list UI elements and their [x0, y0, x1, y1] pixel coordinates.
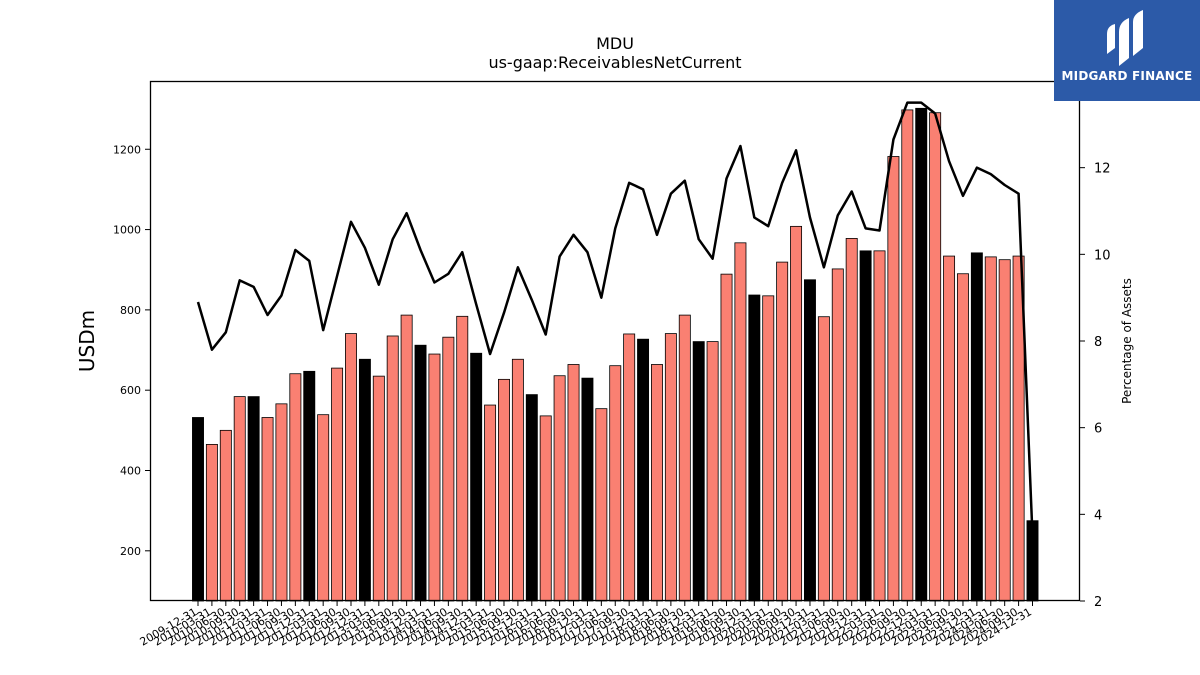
y-tick-label: 800 — [120, 304, 141, 317]
bar-2015-09-30 — [511, 358, 524, 602]
y2-tick-label: 6 — [1094, 422, 1102, 437]
bar-2012-09-30 — [345, 333, 357, 602]
bar-2014-03-31 — [428, 353, 441, 602]
y-tick-label: 400 — [120, 464, 141, 477]
bar-2022-12-31 — [915, 107, 928, 602]
bar-2019-06-30 — [720, 273, 733, 602]
bar-2017-09-30 — [623, 333, 636, 602]
bar-2024-03-31 — [984, 256, 997, 602]
bar-2018-03-31 — [651, 364, 663, 602]
bar-2024-06-30 — [998, 259, 1011, 602]
bar-2011-09-30 — [289, 373, 302, 602]
bar-2016-03-31 — [539, 415, 552, 602]
bar-2015-03-31 — [484, 404, 497, 602]
bar-2013-03-31 — [372, 375, 385, 602]
y2-tick-label: 4 — [1094, 508, 1102, 523]
bar-2017-03-31 — [595, 408, 608, 602]
bar-2021-03-31 — [817, 316, 830, 602]
bar-2022-09-30 — [901, 109, 914, 602]
bar-2011-06-30 — [275, 403, 288, 602]
bar-2020-06-30 — [776, 261, 789, 602]
bar-2013-06-30 — [386, 335, 399, 602]
bar-2023-03-31 — [929, 112, 942, 602]
y2-tick-label: 10 — [1094, 248, 1111, 263]
bar-2017-06-30 — [609, 365, 622, 602]
bar-2021-06-30 — [831, 268, 844, 602]
bar-2020-09-30 — [790, 225, 803, 602]
bar-2017-12-31 — [637, 338, 650, 602]
bar-2015-06-30 — [498, 378, 510, 602]
y2-tick-label: 2 — [1094, 595, 1102, 610]
y-axis-left: 200 400 600 800 1000 1200 — [113, 143, 150, 558]
y-tick-label: 600 — [120, 384, 141, 397]
chart-subtitle: us-gaap:ReceivablesNetCurrent — [488, 53, 741, 72]
bar-2012-03-31 — [317, 414, 330, 602]
bar-2020-03-31 — [762, 295, 775, 602]
bar-2016-09-30 — [567, 364, 580, 602]
bar-2013-12-31 — [414, 344, 427, 602]
bar-2019-09-30 — [734, 242, 747, 602]
y-tick-label: 200 — [120, 545, 141, 558]
bar-2020-12-31 — [804, 279, 816, 602]
bar-2014-09-30 — [456, 315, 469, 602]
bar-2019-12-31 — [748, 294, 761, 602]
bar-2011-12-31 — [303, 370, 316, 602]
chart-title: MDU — [596, 34, 634, 53]
bar-2010-09-30 — [233, 396, 246, 602]
bar-2021-09-30 — [845, 238, 858, 602]
brand-logo: MIDGARD FINANCE — [1054, 0, 1200, 101]
bar-2018-09-30 — [678, 314, 691, 602]
y-tick-label: 1000 — [113, 224, 141, 237]
plot-frame — [149, 80, 1081, 602]
percentage-of-assets-line — [196, 101, 1034, 537]
bar-2012-06-30 — [331, 367, 344, 602]
bar-2021-12-31 — [859, 250, 872, 602]
x-axis: 2009-12-312010-03-312010-06-302010-09-30… — [138, 601, 1034, 649]
logo-text: MIDGARD FINANCE — [1061, 69, 1193, 83]
bar-2012-12-31 — [358, 358, 371, 602]
bar-2016-06-30 — [553, 375, 566, 602]
bars-layer — [192, 107, 1039, 602]
y-tick-label: 1200 — [113, 143, 141, 156]
bar-2022-03-31 — [873, 250, 886, 602]
bar-2023-06-30 — [943, 255, 956, 602]
bar-2010-03-31 — [205, 443, 218, 602]
bar-2023-09-30 — [956, 273, 969, 602]
bar-2019-03-31 — [706, 341, 719, 602]
bar-2016-12-31 — [581, 377, 594, 602]
bar-2015-12-31 — [525, 394, 538, 602]
bar-2018-06-30 — [664, 333, 677, 602]
y2-tick-label: 8 — [1094, 335, 1102, 350]
bar-2010-12-31 — [247, 396, 260, 602]
bar-2014-12-31 — [470, 352, 483, 602]
bar-2022-06-30 — [887, 156, 900, 602]
bar-2010-06-30 — [219, 429, 232, 602]
bar-2014-06-30 — [442, 336, 455, 602]
y-axis-right: 2 4 6 8 10 12 — [1080, 162, 1111, 610]
y-axis-label: USDm — [75, 310, 99, 372]
bar-2013-09-30 — [400, 314, 413, 602]
bar-2018-12-31 — [692, 341, 705, 602]
midgard-logo-icon — [1107, 10, 1143, 66]
y2-axis-label: Percentage of Assets — [1120, 278, 1134, 404]
bar-2009-12-31 — [192, 417, 204, 602]
bar-2023-12-31 — [970, 252, 983, 602]
y2-tick-label: 12 — [1094, 162, 1111, 177]
bar-2011-03-31 — [261, 417, 274, 602]
